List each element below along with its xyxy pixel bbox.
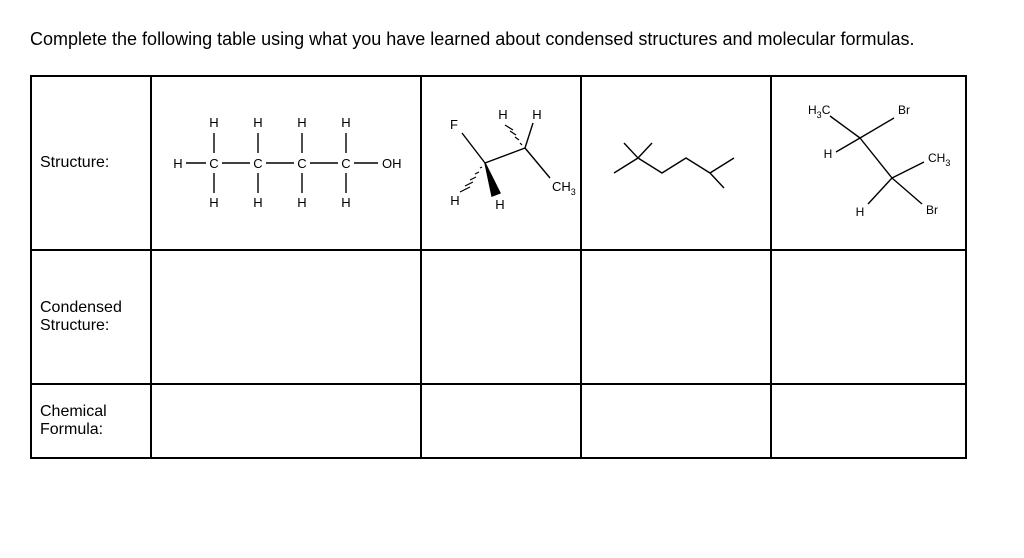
row-label-formula: Chemical Formula:: [31, 384, 151, 458]
svg-text:Br: Br: [898, 103, 910, 117]
svg-text:F: F: [450, 117, 458, 132]
svg-text:H: H: [498, 107, 507, 122]
svg-text:CH3: CH3: [552, 179, 576, 197]
svg-text:H3C: H3C: [808, 103, 831, 120]
empty-cell: [581, 250, 771, 384]
svg-text:H: H: [341, 195, 350, 210]
svg-text:H: H: [341, 115, 350, 130]
svg-text:C: C: [341, 156, 350, 171]
svg-text:H: H: [253, 195, 262, 210]
table-row: Condensed Structure:: [31, 250, 966, 384]
structure-2-svg: F H H H H CH3: [430, 93, 580, 233]
svg-text:H: H: [450, 193, 459, 208]
svg-text:H: H: [173, 156, 182, 171]
structure-table: Structure:: [30, 75, 967, 459]
structure-1-svg: H C C C C OH H H H H H H H H: [160, 93, 420, 233]
svg-text:C: C: [209, 156, 218, 171]
oh-label: OH: [382, 156, 402, 171]
empty-cell: [581, 384, 771, 458]
structure-4-svg: H3C Br H CH3 H Br: [780, 88, 970, 238]
svg-text:H: H: [209, 115, 218, 130]
structure-cell-3: [581, 76, 771, 250]
svg-text:H: H: [253, 115, 262, 130]
svg-text:CH3: CH3: [928, 151, 950, 168]
svg-text:C: C: [297, 156, 306, 171]
empty-cell: [421, 250, 581, 384]
svg-text:H: H: [532, 107, 541, 122]
svg-text:H: H: [824, 147, 833, 161]
svg-text:H: H: [209, 195, 218, 210]
svg-text:H: H: [495, 197, 504, 212]
svg-text:C: C: [253, 156, 262, 171]
structure-cell-4: H3C Br H CH3 H Br: [771, 76, 966, 250]
svg-text:H: H: [297, 115, 306, 130]
table-row: Structure:: [31, 76, 966, 250]
structure-3-svg: [596, 118, 756, 208]
empty-cell: [421, 384, 581, 458]
empty-cell: [151, 384, 421, 458]
empty-cell: [151, 250, 421, 384]
structure-cell-2: F H H H H CH3: [421, 76, 581, 250]
empty-cell: [771, 250, 966, 384]
svg-text:Br: Br: [926, 203, 938, 217]
empty-cell: [771, 384, 966, 458]
row-label-structure: Structure:: [31, 76, 151, 250]
svg-text:H: H: [856, 205, 865, 219]
table-row: Chemical Formula:: [31, 384, 966, 458]
svg-text:H: H: [297, 195, 306, 210]
row-label-condensed: Condensed Structure:: [31, 250, 151, 384]
structure-cell-1: H C C C C OH H H H H H H H H: [151, 76, 421, 250]
prompt-text: Complete the following table using what …: [30, 28, 994, 51]
